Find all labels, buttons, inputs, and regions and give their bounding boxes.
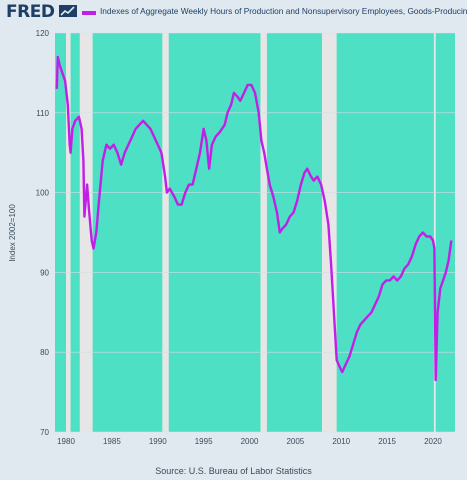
x-axis-ticks: 1980 1985 1990 1995 2000 2005 2010 2015 2020 (57, 437, 442, 446)
gridlines (55, 32, 455, 433)
fred-logo: FRED (6, 2, 55, 22)
x-tick-label: 2015 (378, 437, 396, 446)
legend-label: Indexes of Aggregate Weekly Hours of Pro… (100, 6, 467, 16)
trend-line-icon (59, 5, 77, 17)
y-tick-label: 100 (36, 189, 50, 198)
x-tick-label: 2010 (332, 437, 350, 446)
recession-band (66, 33, 71, 432)
series-line (55, 55, 453, 382)
x-tick-label: 2005 (286, 437, 304, 446)
x-tick-label: 1995 (195, 437, 213, 446)
chart-header: FRED Indexes of Aggregate Weekly Hours o… (0, 0, 467, 28)
x-tick-label: 1990 (149, 437, 167, 446)
recession-band (162, 33, 169, 432)
x-tick-label: 1985 (103, 437, 121, 446)
y-axis-label: Index 2002=100 (8, 204, 17, 262)
y-tick-label: 90 (40, 268, 49, 277)
recession-band (260, 33, 267, 432)
x-tick-label: 2000 (241, 437, 259, 446)
recession-band (433, 33, 436, 432)
legend-swatch (82, 11, 96, 15)
source-note: Source: U.S. Bureau of Labor Statistics (155, 466, 312, 476)
plot-background (55, 33, 455, 432)
y-tick-label: 110 (36, 109, 49, 118)
y-tick-label: 120 (36, 29, 50, 38)
x-tick-label: 1980 (57, 437, 75, 446)
y-axis-ticks: 70 80 90 100 110 120 (36, 29, 50, 437)
y-tick-label: 80 (40, 348, 49, 357)
x-tick-label: 2020 (424, 437, 442, 446)
y-tick-label: 70 (40, 428, 49, 437)
